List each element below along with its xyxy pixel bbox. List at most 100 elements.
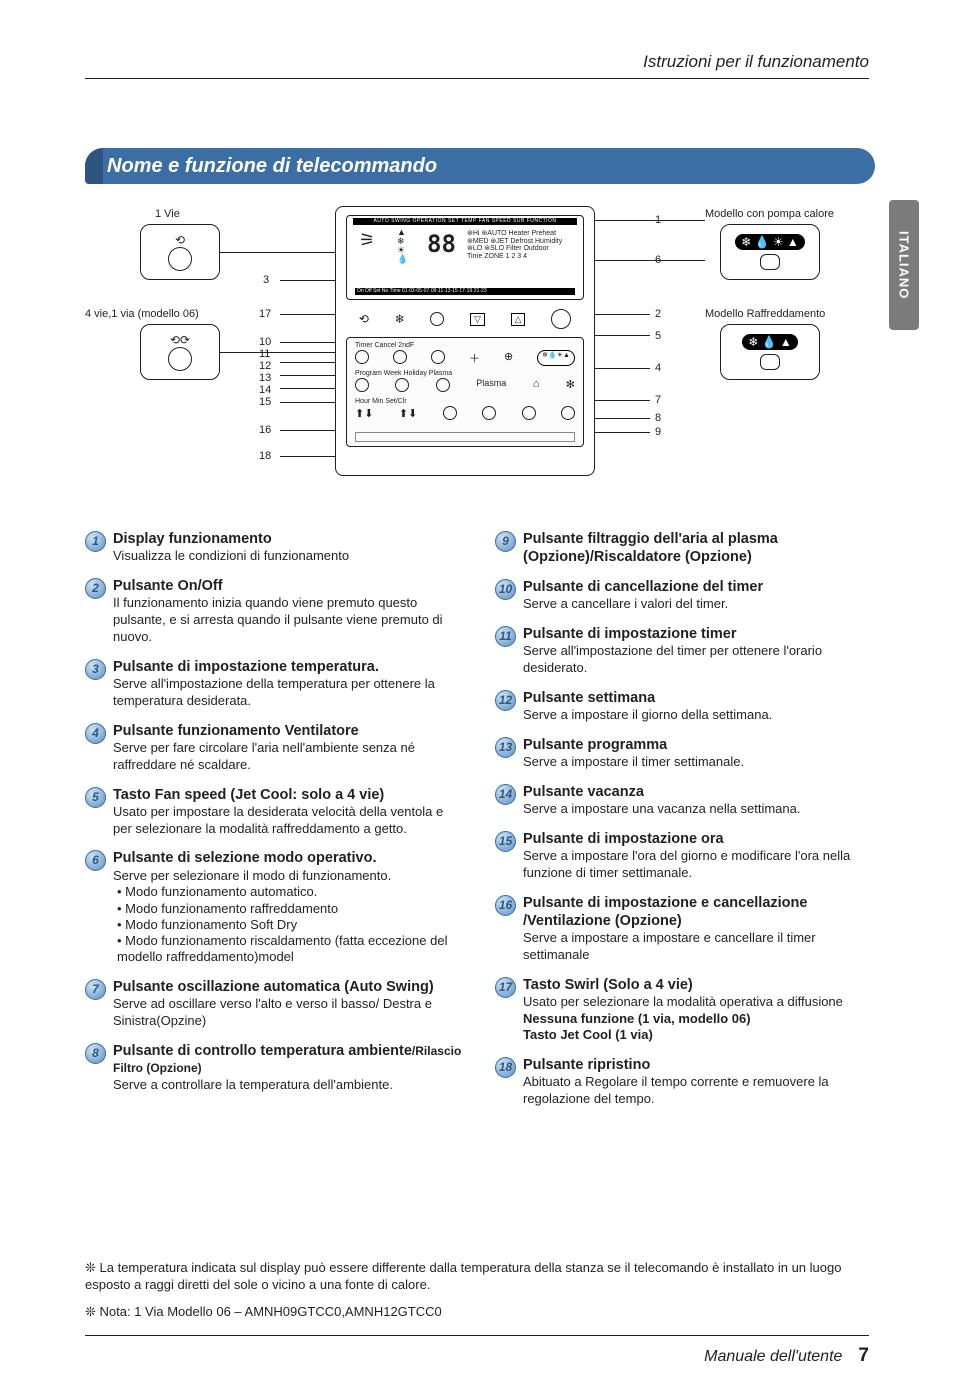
- feature-desc: Serve a impostare il giorno della settim…: [523, 707, 772, 722]
- feature-desc: Serve ad oscillare verso l'alto e verso …: [113, 996, 432, 1028]
- callout-12: 12: [259, 360, 271, 372]
- feature-badge: 2: [85, 578, 106, 599]
- footnote-2: ❊ Nota: 1 Via Modello 06 – AMNH09GTCC0,A…: [85, 1304, 875, 1321]
- feature-title: Pulsante di controllo temperatura ambien…: [113, 1043, 412, 1059]
- feature-bullet: • Modo funzionamento Soft Dry: [117, 917, 465, 933]
- feature-item-14: 14Pulsante vacanzaServe a impostare una …: [495, 783, 875, 818]
- feature-badge: 16: [495, 895, 516, 916]
- footer-page: 7: [858, 1345, 869, 1367]
- feature-item-4: 4Pulsante funzionamento VentilatoreServe…: [85, 722, 465, 774]
- feature-desc: Il funzionamento inizia quando viene pre…: [113, 595, 443, 644]
- footer: Manuale dell'utente 7: [85, 1345, 869, 1367]
- feature-title: Pulsante programma: [523, 737, 667, 753]
- feature-item-8: 8Pulsante di controllo temperatura ambie…: [85, 1042, 465, 1094]
- feature-badge: 3: [85, 659, 106, 680]
- feature-title: Pulsante settimana: [523, 690, 655, 706]
- callout-17: 17: [259, 308, 271, 320]
- feature-badge: 4: [85, 723, 106, 744]
- feature-title: Pulsante vacanza: [523, 784, 644, 800]
- feature-title: Display funzionamento: [113, 531, 272, 547]
- header-rule: [85, 78, 869, 79]
- footnote-1: ❊ La temperatura indicata sul display pu…: [85, 1260, 875, 1294]
- feature-item-7: 7 Pulsante oscillazione automatica (Auto …: [85, 978, 465, 1030]
- callout-16: 16: [259, 424, 271, 436]
- feature-title: Pulsante di impostazione e cancellazione…: [523, 895, 807, 929]
- feature-item-10: 10 Pulsante di cancellazione del timerSer…: [495, 578, 875, 613]
- feature-title: Pulsante oscillazione automatica (Auto S…: [113, 979, 434, 995]
- footer-rule: [85, 1335, 869, 1336]
- callout-4: 4: [655, 362, 661, 374]
- feature-badge: 5: [85, 787, 106, 808]
- feature-badge: 7: [85, 979, 106, 1000]
- feature-extra: Nessuna funzione (1 via, modello 06)Tast…: [523, 1011, 875, 1044]
- remote-4way-box: ⟲⟳: [140, 324, 220, 380]
- feature-desc: Serve all'impostazione della temperatura…: [113, 676, 435, 708]
- language-tab: ITALIANO: [889, 200, 919, 330]
- feature-desc: Serve all'impostazione del timer per ott…: [523, 643, 822, 675]
- feature-badge: 17: [495, 977, 516, 998]
- section-title-bar: Nome e funzione di telecommando: [85, 148, 875, 184]
- feature-desc: Serve a impostare il timer settimanale.: [523, 754, 744, 769]
- feature-title: Pulsante di cancellazione del timer: [523, 579, 763, 595]
- feature-item-3: 3 Pulsante di impostazione temperatura.Se…: [85, 658, 465, 710]
- feature-item-11: 11 Pulsante di impostazione timerServe al…: [495, 625, 875, 677]
- callout-2: 2: [655, 308, 661, 320]
- feature-item-9: 9Pulsante filtraggio dell'aria al plasma…: [495, 530, 875, 566]
- feature-title: Pulsante di impostazione ora: [523, 831, 724, 847]
- feature-badge: 1: [85, 531, 106, 552]
- feature-item-15: 15 Pulsante di impostazione oraServe a im…: [495, 830, 875, 882]
- callout-13: 13: [259, 372, 271, 384]
- lcd-top-row: AUTO SWING OPERATION SET TEMP FAN SPEED …: [353, 218, 577, 225]
- feature-title: Pulsante di impostazione timer: [523, 626, 737, 642]
- callout-10: 10: [259, 336, 271, 348]
- label-heatpump: Modello con pompa calore: [705, 208, 834, 220]
- callout-5: 5: [655, 330, 661, 342]
- feature-col-right: 9Pulsante filtraggio dell'aria al plasma…: [495, 530, 875, 1119]
- feature-title: Pulsante funzionamento Ventilatore: [113, 723, 359, 739]
- feature-title: Pulsante filtraggio dell'aria al plasma …: [523, 531, 778, 565]
- feature-item-16: 16 Pulsante di impostazione e cancellazio…: [495, 894, 875, 964]
- feature-title: Pulsante di impostazione temperatura.: [113, 659, 379, 675]
- cooling-icons: ❄ 💧 ▲: [742, 334, 798, 350]
- feature-item-6: 6 Pulsante di selezione modo operativo. Se…: [85, 849, 465, 965]
- feature-col-left: 1 Display funzionamentoVisualizza le cond…: [85, 530, 465, 1119]
- breadcrumb: Istruzioni per il funzionamento: [85, 52, 869, 72]
- feature-bullet: • Modo funzionamento raffreddamento: [117, 901, 465, 917]
- remote-diagram: 1 Vie ⟲ 4 vie,1 via (modello 06) ⟲⟳ AUTO…: [85, 200, 875, 510]
- feature-item-17: 17Tasto Swirl (Solo a 4 vie)Usato per se…: [495, 976, 875, 1044]
- remote-main: AUTO SWING OPERATION SET TEMP FAN SPEED …: [335, 206, 595, 476]
- feature-item-2: 2 Pulsante On/OffIl funzionamento inizia …: [85, 577, 465, 646]
- feature-title: Pulsante On/Off: [113, 578, 223, 594]
- feature-title: Pulsante di selezione modo operativo.: [113, 850, 376, 866]
- feature-badge: 13: [495, 737, 516, 758]
- feature-title: Tasto Swirl (Solo a 4 vie): [523, 977, 693, 993]
- feature-badge: 10: [495, 579, 516, 600]
- feature-bullets: • Modo funzionamento automatico.• Modo f…: [117, 884, 465, 965]
- feature-desc: Usato per impostare la desiderata veloci…: [113, 804, 443, 836]
- feature-title: Pulsante ripristino: [523, 1057, 650, 1073]
- feature-badge: 6: [85, 850, 106, 871]
- callout-3: 3: [263, 274, 269, 286]
- lcd-row2: Program Week Holiday Plasma: [355, 370, 452, 377]
- feature-title: Tasto Fan speed (Jet Cool: solo a 4 vie): [113, 787, 384, 803]
- feature-desc: Serve a impostare l'ora del giorno e mod…: [523, 848, 850, 880]
- feature-badge: 15: [495, 831, 516, 852]
- feature-desc: Serve a impostare a impostare e cancella…: [523, 930, 816, 962]
- feature-desc: Serve per selezionare il modo di funzion…: [113, 868, 391, 883]
- feature-item-13: 13 Pulsante programmaServe a impostare il…: [495, 736, 875, 771]
- feature-desc: Visualizza le condizioni di funzionament…: [113, 548, 349, 563]
- feature-badge: 14: [495, 784, 516, 805]
- callout-18: 18: [259, 450, 271, 462]
- feature-badge: 11: [495, 626, 516, 647]
- callout-11: 11: [259, 348, 270, 360]
- lcd-mid-buttons: ⟲ ❄ ▽ △: [346, 307, 584, 331]
- cooling-box: ❄ 💧 ▲: [720, 324, 820, 380]
- footnotes: ❊ La temperatura indicata sul display pu…: [85, 1260, 875, 1321]
- lcd-row1: Timer Cancel 2ndF: [355, 342, 414, 349]
- lcd-timer-row: On Off Set No Time 01·03·05·07·09·11·13·…: [355, 288, 575, 295]
- footer-text: Manuale dell'utente: [704, 1348, 842, 1366]
- feature-desc: Serve a cancellare i valori del timer.: [523, 596, 728, 611]
- feature-desc: Abituato a Regolare il tempo corrente e …: [523, 1074, 829, 1106]
- feature-badge: 12: [495, 690, 516, 711]
- section-title: Nome e funzione di telecommando: [107, 155, 437, 178]
